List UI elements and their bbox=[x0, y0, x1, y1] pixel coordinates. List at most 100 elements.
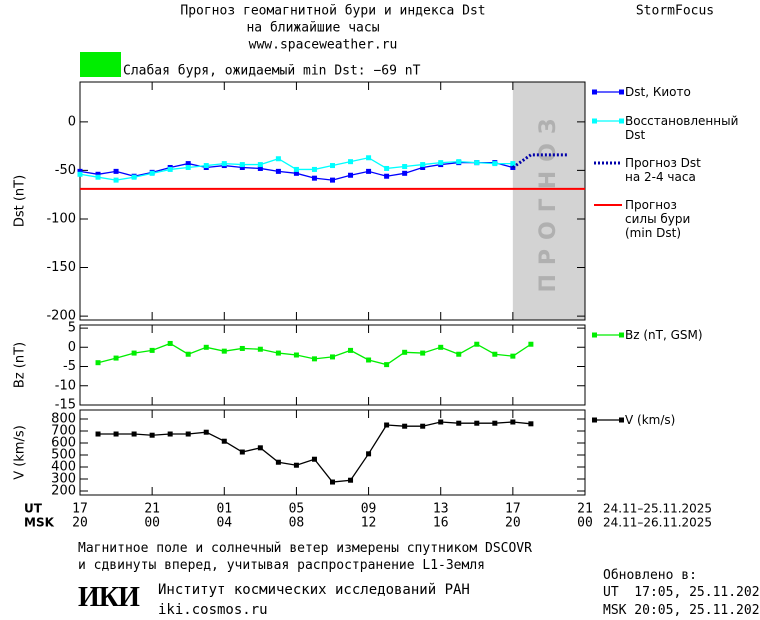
legend-label: V (km/s) bbox=[625, 413, 676, 427]
point bbox=[402, 423, 408, 429]
point bbox=[239, 449, 245, 455]
point bbox=[257, 346, 263, 352]
subtitle: на ближайшие часы bbox=[246, 21, 379, 36]
point bbox=[149, 347, 155, 353]
point bbox=[113, 168, 119, 174]
point bbox=[402, 170, 408, 176]
y-tick-label: -10 bbox=[55, 378, 76, 393]
point bbox=[293, 462, 299, 468]
point bbox=[131, 174, 137, 180]
point bbox=[330, 177, 335, 183]
y-tick-label: -5 bbox=[63, 359, 76, 374]
point bbox=[185, 351, 191, 357]
point bbox=[311, 166, 317, 172]
url: www.spaceweather.ru bbox=[249, 38, 398, 53]
point bbox=[492, 351, 498, 357]
point bbox=[275, 459, 281, 465]
point bbox=[221, 348, 227, 354]
plot-frame bbox=[79, 324, 586, 406]
y-axis-label: Dst (nT) bbox=[13, 175, 28, 227]
point bbox=[149, 170, 155, 176]
point bbox=[474, 341, 480, 347]
y-tick-label: 700 bbox=[51, 424, 76, 439]
ut-range: 24.11–25.11.2025 bbox=[603, 502, 712, 516]
msk-range: 24.11–26.11.2025 bbox=[603, 516, 712, 530]
y-tick-label: 200 bbox=[51, 484, 76, 499]
point bbox=[203, 344, 209, 350]
point bbox=[348, 347, 354, 353]
point bbox=[438, 344, 444, 350]
point bbox=[185, 164, 191, 170]
point bbox=[420, 350, 426, 356]
x-tick-label-msk: 12 bbox=[361, 516, 377, 531]
x-tick-label: 21 bbox=[577, 502, 593, 517]
point bbox=[366, 168, 372, 174]
point bbox=[131, 431, 137, 437]
y-tick-label: -15 bbox=[55, 398, 76, 413]
point bbox=[420, 423, 426, 429]
point bbox=[384, 422, 390, 428]
x-tick-label-msk: 16 bbox=[433, 516, 449, 531]
point bbox=[95, 171, 101, 177]
point bbox=[113, 355, 119, 361]
updated-msk: MSK 20:05, 25.11.2025 bbox=[603, 603, 760, 618]
point bbox=[113, 177, 119, 183]
point bbox=[311, 456, 317, 462]
point bbox=[456, 159, 462, 165]
point bbox=[366, 155, 372, 161]
footer-note: и сдвинуты вперед, учитывая распростране… bbox=[78, 558, 485, 573]
x-tick-label-msk: 20 bbox=[72, 516, 88, 531]
point bbox=[438, 419, 444, 425]
point bbox=[402, 349, 408, 355]
updated-ut: UT 17:05, 25.11.2025 bbox=[603, 585, 760, 600]
series-line bbox=[511, 153, 567, 169]
point bbox=[113, 431, 119, 437]
status-text: Слабая буря, ожидаемый min Dst: −69 nT bbox=[123, 64, 421, 79]
point bbox=[420, 162, 426, 168]
legend-swatch bbox=[619, 332, 624, 338]
point bbox=[275, 350, 281, 356]
legend-label: Bz (nT, GSM) bbox=[625, 328, 703, 342]
x-tick-label: 01 bbox=[216, 502, 232, 517]
y-tick-label: -50 bbox=[55, 163, 76, 178]
point bbox=[402, 164, 408, 170]
point bbox=[167, 431, 173, 437]
y-tick-label: 800 bbox=[51, 412, 76, 427]
point bbox=[185, 431, 191, 437]
point bbox=[77, 168, 83, 174]
point bbox=[438, 160, 444, 166]
forecast-region bbox=[512, 82, 585, 320]
legend-swatch bbox=[592, 118, 597, 124]
series-line bbox=[97, 342, 532, 366]
point bbox=[528, 341, 534, 347]
x-tick-label-msk: 00 bbox=[144, 516, 160, 531]
legend-swatch bbox=[619, 89, 624, 95]
point bbox=[330, 354, 335, 360]
point bbox=[456, 351, 462, 357]
point bbox=[420, 164, 426, 170]
point bbox=[528, 421, 534, 427]
title: Прогноз геомагнитной бури и индекса Dst bbox=[180, 4, 485, 19]
point bbox=[311, 175, 317, 181]
point bbox=[131, 350, 137, 356]
logo: ИКИ bbox=[78, 582, 140, 613]
point bbox=[348, 477, 354, 483]
point bbox=[510, 353, 516, 359]
point bbox=[95, 360, 101, 366]
legend-label: Прогноз Dst на 2-4 часа bbox=[625, 156, 701, 184]
point bbox=[474, 420, 480, 426]
point bbox=[167, 166, 173, 172]
series-line bbox=[98, 421, 531, 483]
point bbox=[257, 162, 263, 168]
y-tick-label: 5 bbox=[68, 321, 76, 336]
point bbox=[492, 161, 498, 167]
x-tick-label: 21 bbox=[144, 502, 160, 517]
ut-label: UT bbox=[24, 502, 43, 516]
y-tick-label: 500 bbox=[51, 448, 76, 463]
legend-label: Dst, Киото bbox=[625, 85, 691, 99]
point bbox=[221, 438, 227, 444]
point bbox=[95, 431, 101, 437]
point bbox=[167, 340, 173, 346]
